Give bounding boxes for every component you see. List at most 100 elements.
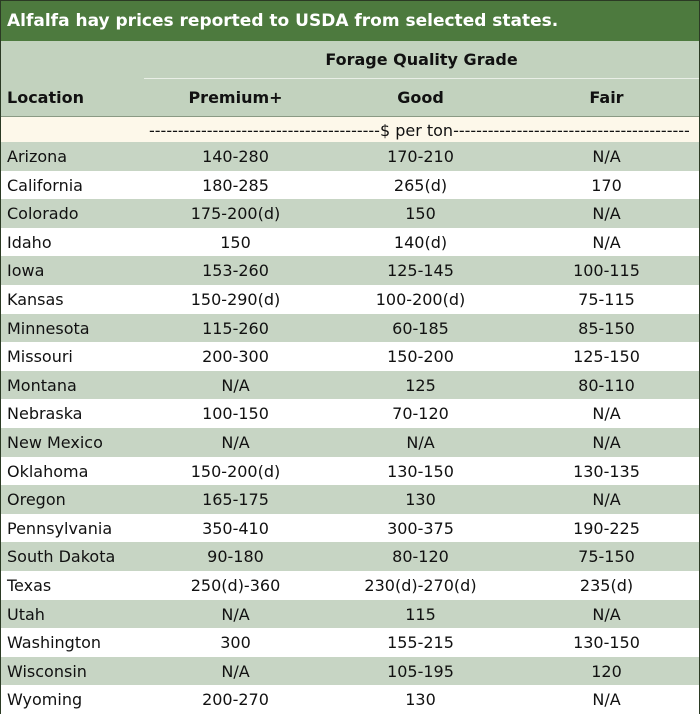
good-price-cell: 60-185 [392, 318, 449, 338]
location-cell: South Dakota [7, 547, 116, 567]
table-header: Forage Quality Grade Location Premium+ G… [1, 41, 699, 116]
location-cell: Texas [7, 575, 52, 595]
table-row: Oklahoma 150-200(d) 130-150 130-135 [1, 456, 699, 486]
location-cell: Arizona [7, 147, 68, 166]
table-body: Arizona 140-280 170-210 N/A California 180-28… [1, 142, 699, 714]
good-price-cell: N/A [406, 432, 435, 452]
premium-price-cell: 100-150 [202, 404, 269, 424]
table-row: Oregon 165-175 130 N/A [1, 485, 699, 514]
premium-price-cell: 180-285 [202, 175, 269, 195]
column-header-premium: Premium+ [188, 88, 283, 107]
fair-price-cell: 85-150 [578, 318, 635, 338]
good-price-cell: 155-215 [387, 633, 454, 653]
good-price-cell: 130 [405, 690, 436, 710]
fair-price-cell: 120 [591, 661, 622, 681]
good-price-cell: 130 [405, 490, 436, 510]
good-price-cell: 80-120 [392, 547, 449, 567]
fair-price-cell: 170 [591, 175, 622, 195]
table-row: Texas 250(d)-360 230(d)-270(d) 235(d) [1, 570, 699, 600]
location-cell: Idaho [7, 232, 52, 252]
premium-price-cell: 250(d)-360 [190, 575, 281, 595]
fair-price-cell: 190-225 [573, 518, 640, 538]
fair-price-cell: N/A [592, 147, 621, 166]
premium-price-cell: 165-175 [202, 490, 269, 510]
good-price-cell: 140(d) [393, 232, 448, 252]
location-cell: Minnesota [7, 318, 90, 338]
premium-price-cell: 115-260 [202, 318, 269, 338]
location-cell: Kansas [7, 289, 64, 309]
fair-price-cell: N/A [592, 490, 621, 510]
good-price-cell: 105-195 [387, 661, 454, 681]
fair-price-cell: N/A [592, 404, 621, 424]
premium-price-cell: 200-300 [202, 347, 269, 367]
fair-price-cell: 125-150 [573, 347, 640, 367]
fair-price-cell: 75-150 [578, 547, 635, 567]
table-row: Pennsylvania 350-410 300-375 190-225 [1, 513, 699, 543]
location-cell: New Mexico [7, 432, 103, 452]
fair-price-cell: 75-115 [578, 289, 635, 309]
fair-price-cell: 130-135 [573, 461, 640, 481]
premium-price-cell: 150 [220, 232, 251, 252]
premium-price-cell: 300 [220, 633, 251, 653]
premium-price-cell: N/A [221, 604, 250, 624]
units-row: ----------------------------------------… [1, 116, 699, 142]
location-cell: Iowa [7, 261, 45, 281]
location-cell: Oklahoma [7, 461, 89, 481]
good-price-cell: 100-200(d) [375, 289, 466, 309]
location-cell: Wyoming [7, 690, 83, 710]
table-row: New Mexico N/A N/A N/A [1, 427, 699, 457]
fair-price-cell: 80-110 [578, 375, 635, 395]
premium-price-cell: N/A [221, 375, 250, 395]
table-row: Idaho 150 140(d) N/A [1, 227, 699, 257]
table-row: South Dakota 90-180 80-120 75-150 [1, 542, 699, 571]
location-cell: Pennsylvania [7, 518, 113, 538]
premium-price-cell: 150-200(d) [190, 461, 281, 481]
fair-price-cell: 130-150 [573, 633, 640, 653]
location-cell: California [7, 175, 83, 195]
fair-price-cell: N/A [592, 432, 621, 452]
fair-price-cell: N/A [592, 232, 621, 252]
group-divider [144, 78, 699, 79]
location-cell: Utah [7, 604, 45, 624]
column-header-good: Good [397, 88, 444, 107]
good-price-cell: 70-120 [392, 404, 449, 424]
good-price-cell: 150-200 [387, 347, 454, 367]
table-row: Iowa 153-260 125-145 100-115 [1, 256, 699, 285]
table-row: Missouri 200-300 150-200 125-150 [1, 342, 699, 371]
table-row: Colorado 175-200(d) 150 N/A [1, 199, 699, 228]
good-price-cell: 265(d) [393, 175, 448, 195]
good-price-cell: 115 [405, 604, 436, 624]
table-row: Montana N/A 125 80-110 [1, 370, 699, 400]
fair-price-cell: 100-115 [573, 261, 640, 281]
location-cell: Oregon [7, 490, 66, 510]
location-cell: Nebraska [7, 404, 83, 424]
premium-price-cell: 350-410 [202, 518, 269, 538]
good-price-cell: 230(d)-270(d) [364, 575, 477, 595]
good-price-cell: 125 [405, 375, 436, 395]
good-price-cell: 150 [405, 204, 436, 224]
forage-quality-grade-label: Forage Quality Grade [325, 50, 518, 69]
table-row: Wisconsin N/A 105-195 120 [1, 656, 699, 686]
fair-price-cell: 235(d) [579, 575, 634, 595]
good-price-cell: 130-150 [387, 461, 454, 481]
location-cell: Colorado [7, 204, 79, 224]
location-cell: Missouri [7, 347, 73, 367]
table-row: Nebraska 100-150 70-120 N/A [1, 399, 699, 428]
table-row: Kansas 150-290(d) 100-200(d) 75-115 [1, 284, 699, 314]
premium-price-cell: 153-260 [202, 261, 269, 281]
fair-price-cell: N/A [592, 604, 621, 624]
premium-price-cell: 200-270 [202, 690, 269, 710]
column-header-location: Location [7, 88, 84, 107]
table-title: Alfalfa hay prices reported to USDA from… [1, 1, 699, 41]
table-row: Minnesota 115-260 60-185 85-150 [1, 313, 699, 343]
premium-price-cell: 90-180 [207, 547, 264, 567]
good-price-cell: 170-210 [387, 147, 454, 166]
fair-price-cell: N/A [592, 690, 621, 710]
premium-price-cell: 150-290(d) [190, 289, 281, 309]
premium-price-cell: N/A [221, 432, 250, 452]
premium-price-cell: 140-280 [202, 147, 269, 166]
premium-price-cell: N/A [221, 661, 250, 681]
fair-price-cell: N/A [592, 204, 621, 224]
good-price-cell: 300-375 [387, 518, 454, 538]
